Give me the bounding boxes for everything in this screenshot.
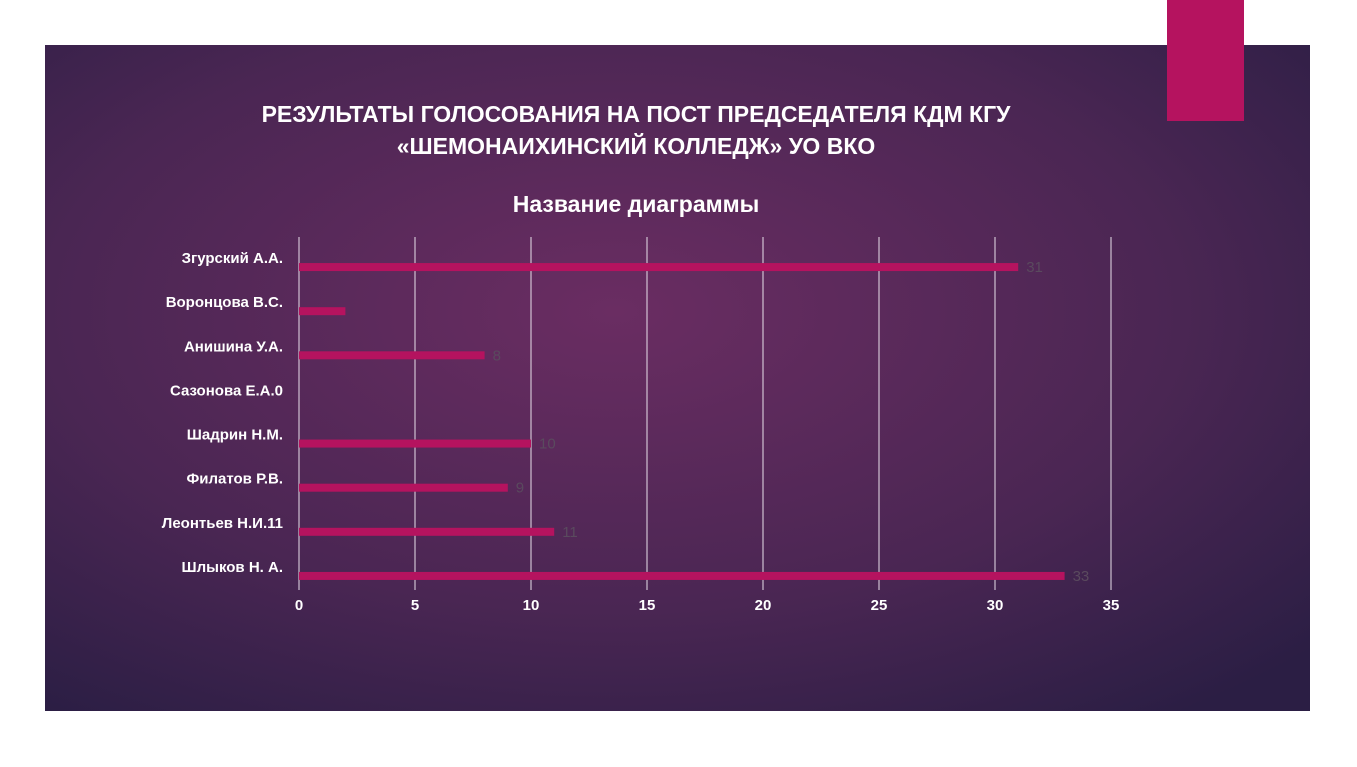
x-tick-label: 25 <box>871 597 888 614</box>
bar <box>299 351 485 360</box>
x-tick-label: 20 <box>755 597 772 614</box>
data-label: 8 <box>493 347 501 364</box>
data-label: 9 <box>516 480 524 497</box>
bar <box>299 263 1019 272</box>
x-tick-label: 30 <box>987 597 1004 614</box>
y-tick-label: Воронцова В.С. <box>166 294 283 311</box>
x-tick-label: 0 <box>295 597 303 614</box>
data-label: 10 <box>539 436 556 453</box>
bar <box>299 307 346 316</box>
y-tick-label: Леонтьев Н.И.11 <box>162 515 283 532</box>
x-tick-label: 10 <box>523 597 540 614</box>
bar <box>299 527 555 536</box>
bar <box>299 483 508 492</box>
bar <box>299 571 1065 580</box>
x-tick-label: 5 <box>411 597 419 614</box>
slide-title: «ШЕМОНАИХИНСКИЙ КОЛЛЕДЖ» УО ВКО <box>397 132 876 159</box>
y-tick-label: Згурский А.А. <box>182 250 283 267</box>
data-label: 33 <box>1073 568 1090 585</box>
y-tick-label: Шлыков Н. А. <box>182 559 283 576</box>
chart-title: Название диаграммы <box>513 191 760 217</box>
y-tick-label: Сазонова Е.А.0 <box>170 382 283 399</box>
slide-title: РЕЗУЛЬТАТЫ ГОЛОСОВАНИЯ НА ПОСТ ПРЕДСЕДАТ… <box>262 101 1012 127</box>
bar <box>299 439 531 448</box>
data-label: 31 <box>1026 259 1043 276</box>
y-tick-label: Шадрин Н.М. <box>187 427 283 444</box>
data-label: 11 <box>562 524 578 541</box>
y-tick-label: Анишина У.А. <box>184 338 283 355</box>
slide-background <box>45 45 1310 711</box>
x-tick-label: 15 <box>639 597 656 614</box>
accent-block <box>1167 0 1244 121</box>
x-tick-label: 35 <box>1103 597 1120 614</box>
y-tick-label: Филатов Р.В. <box>186 471 283 488</box>
